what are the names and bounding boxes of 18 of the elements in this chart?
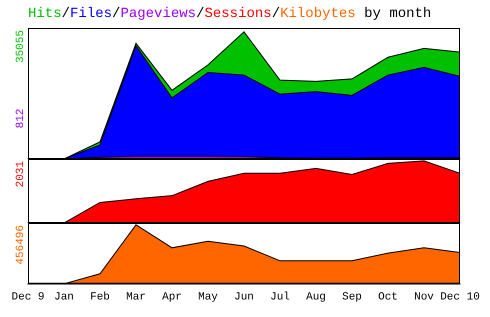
text: 812 [14, 108, 27, 128]
x-tick-label: Aug [306, 291, 326, 304]
x-tick-label: Oct [378, 291, 398, 304]
x-tick-label: Dec 10 [440, 291, 480, 304]
x-tick-label: Dec 9 [11, 291, 45, 304]
text: 35055 [14, 30, 27, 64]
x-tick-label: Jun [234, 291, 254, 304]
x-tick-label: Jul [270, 291, 290, 304]
x-tick-label: Mar [126, 291, 146, 304]
text: 456496 [14, 225, 27, 265]
x-tick-label: Jan [54, 291, 74, 304]
chart-title: Hits/Files/Pageviews/Sessions/Kilobytes by month [28, 6, 432, 22]
x-tick-label: May [198, 291, 218, 304]
x-tick-label: Sep [342, 291, 362, 304]
x-tick-label: Feb [90, 291, 110, 304]
text: 2031 [14, 160, 27, 188]
x-tick-label: Apr [162, 291, 182, 304]
x-tick-label: Nov [414, 291, 434, 304]
